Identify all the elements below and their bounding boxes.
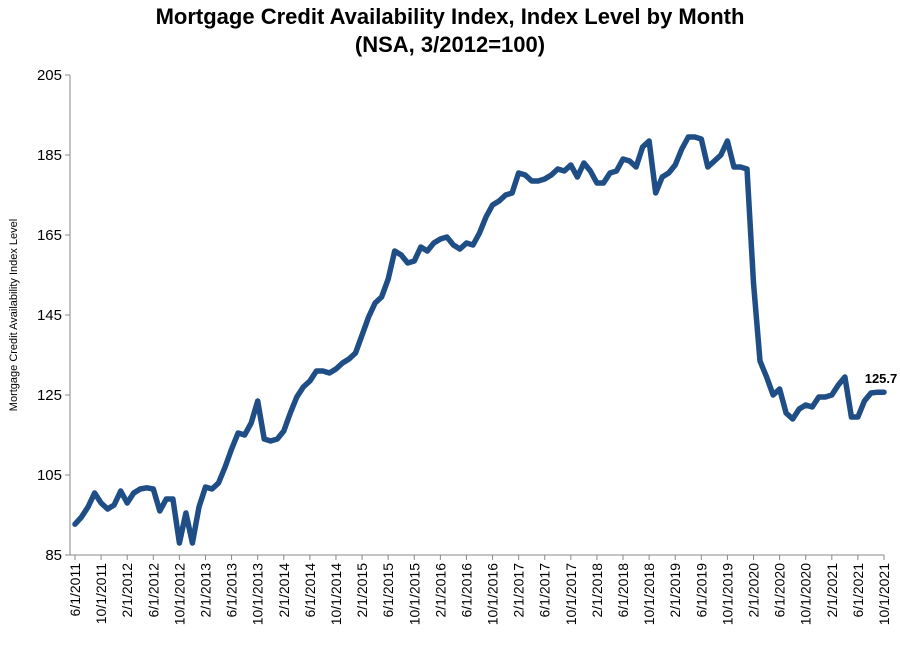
- x-tick-label: 2/1/2014: [276, 563, 292, 618]
- x-tick-label: 10/1/2017: [563, 563, 579, 625]
- chart-subtitle: (NSA, 3/2012=100): [354, 32, 546, 57]
- x-tick-label: 10/1/2020: [798, 563, 814, 625]
- y-tick-label: 105: [37, 467, 62, 484]
- data-label: 125.7: [865, 371, 898, 386]
- y-tick-label: 145: [37, 307, 62, 324]
- x-tick-label: 2/1/2013: [197, 563, 213, 618]
- x-tick-label: 2/1/2020: [746, 563, 762, 618]
- x-tick-label: 10/1/2013: [250, 563, 266, 625]
- chart-title: Mortgage Credit Availability Index, Inde…: [155, 4, 745, 29]
- x-tick-label: 2/1/2016: [432, 563, 448, 618]
- y-axis-label: Mortgage Credit Availability Index Level: [8, 219, 20, 411]
- x-tick-label: 2/1/2021: [824, 563, 840, 618]
- x-tick-label: 10/1/2015: [406, 563, 422, 625]
- y-tick-label: 205: [37, 67, 62, 84]
- x-tick-label: 10/1/2016: [485, 563, 501, 625]
- x-tick-label: 2/1/2019: [667, 563, 683, 618]
- x-tick-label: 6/1/2012: [145, 563, 161, 618]
- y-tick-label: 185: [37, 147, 62, 164]
- x-tick-label: 2/1/2015: [354, 563, 370, 618]
- x-tick-label: 6/1/2020: [772, 563, 788, 618]
- x-tick-label: 10/1/2012: [171, 563, 187, 625]
- y-tick-label: 85: [45, 547, 62, 564]
- x-tick-label: 10/1/2019: [719, 563, 735, 625]
- x-tick-label: 6/1/2013: [224, 563, 240, 618]
- annotations: 125.7: [865, 371, 898, 386]
- x-tick-label: 6/1/2019: [693, 563, 709, 618]
- x-tick-label: 2/1/2017: [511, 563, 527, 618]
- x-tick-label: 10/1/2014: [328, 563, 344, 625]
- x-tick-label: 2/1/2012: [119, 563, 135, 618]
- x-tick-label: 6/1/2018: [615, 563, 631, 618]
- x-tick-label: 6/1/2015: [380, 563, 396, 618]
- x-tick-label: 10/1/2018: [641, 563, 657, 625]
- x-tick-label: 6/1/2016: [458, 563, 474, 618]
- x-tick-label: 6/1/2021: [850, 563, 866, 618]
- series-line: [72, 134, 887, 546]
- x-tick-label: 6/1/2011: [67, 563, 83, 617]
- x-tick-label: 2/1/2018: [589, 563, 605, 618]
- y-tick-label: 125: [37, 387, 62, 404]
- x-tick-label: 6/1/2017: [537, 563, 553, 618]
- x-tick-label: 10/1/2011: [93, 563, 109, 624]
- x-tick-label: 10/1/2021: [876, 563, 892, 625]
- y-axis: 85 105 125 145 165 185 205: [37, 67, 71, 564]
- x-tick-label: 6/1/2014: [302, 563, 318, 618]
- y-tick-label: 165: [37, 227, 62, 244]
- x-axis: 6/1/2011 10/1/2011 2/1/2012 6/1/2012 10/1/20…: [67, 554, 892, 625]
- series-group: [72, 134, 887, 546]
